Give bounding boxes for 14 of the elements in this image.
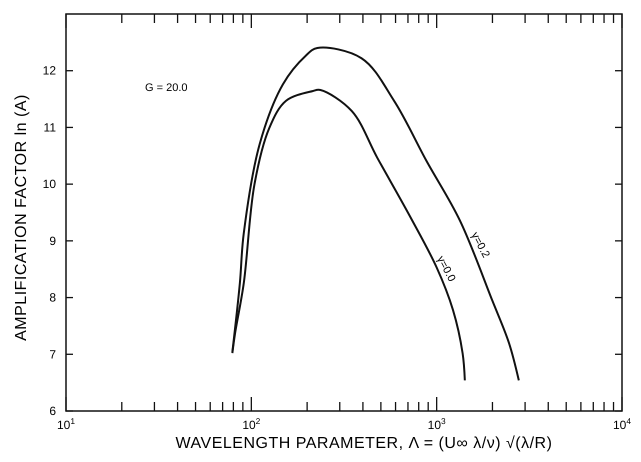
- x-axis-title: WAVELENGTH PARAMETER, Λ = (U∞ λ/ν) √(λ/R): [176, 435, 552, 452]
- x-tick-label: 10$^{4}$: [612, 416, 632, 432]
- y-tick-label: 9: [49, 234, 56, 248]
- x-tick-label: 10$^{2}$: [242, 416, 261, 432]
- y-axis-title: AMPLIFICATION FACTOR ln (A): [13, 94, 30, 341]
- x-tick-label: 10$^{1}$: [56, 416, 76, 432]
- y-tick-label: 6: [49, 404, 56, 418]
- y-tick-label: 10: [42, 177, 56, 192]
- annotation: G = 20.0: [145, 82, 188, 94]
- y-tick-label: 8: [49, 290, 56, 305]
- y-tick-label: 11: [44, 120, 56, 134]
- y-tick-label: 12: [42, 64, 56, 78]
- x-tick-label: 10$^{3}$: [428, 416, 446, 432]
- y-tick-label: 7: [49, 347, 56, 362]
